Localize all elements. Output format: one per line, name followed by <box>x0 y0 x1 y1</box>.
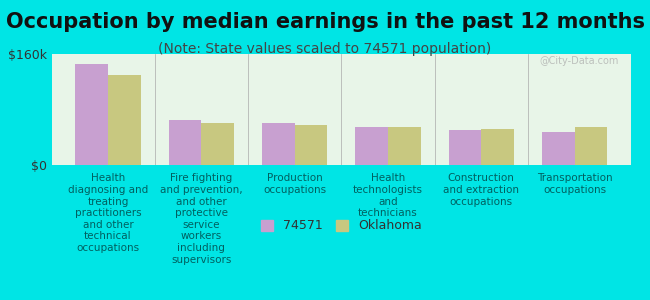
Bar <box>388 127 421 165</box>
Bar <box>75 64 108 165</box>
Bar <box>356 127 388 165</box>
Bar <box>448 130 481 165</box>
Bar <box>575 127 607 165</box>
Bar <box>481 129 514 165</box>
Bar <box>294 125 327 165</box>
Text: (Note: State values scaled to 74571 population): (Note: State values scaled to 74571 popu… <box>159 42 491 56</box>
Text: Occupation by median earnings in the past 12 months: Occupation by median earnings in the pas… <box>5 12 645 32</box>
Text: @City-Data.com: @City-Data.com <box>540 56 619 66</box>
Bar <box>202 123 234 165</box>
Bar <box>108 75 140 165</box>
Bar <box>168 120 202 165</box>
Bar <box>542 132 575 165</box>
Bar <box>262 123 294 165</box>
Legend: 74571, Oklahoma: 74571, Oklahoma <box>255 213 428 239</box>
